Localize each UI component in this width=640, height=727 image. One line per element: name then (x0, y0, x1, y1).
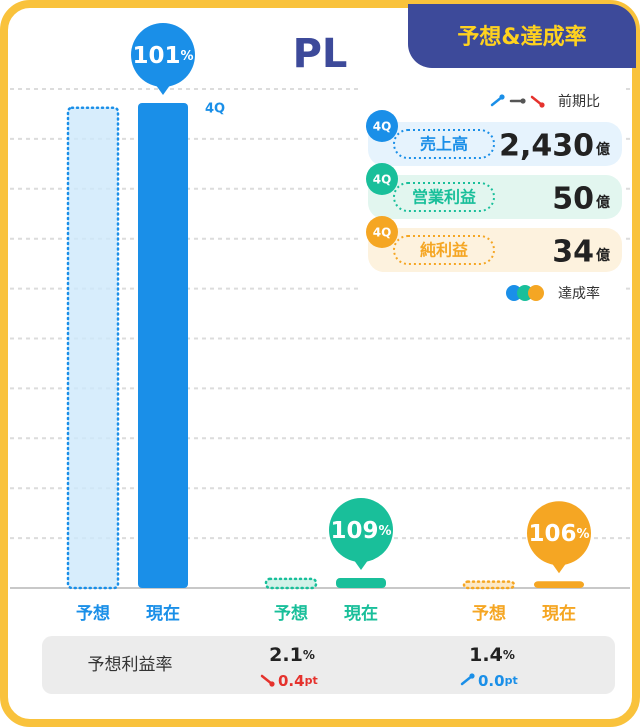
achievement-legend: 達成率 (558, 285, 600, 302)
achievement-label: 101% (132, 42, 193, 68)
achievement-unit: % (378, 524, 391, 539)
metric-value: 2,430 (499, 129, 594, 164)
arrow-head (499, 94, 505, 100)
period-label: 4Q (205, 102, 225, 117)
achievement-bubble (329, 498, 393, 563)
change-value: 0.4 (278, 672, 305, 690)
x-tick-label: 現在 (344, 603, 378, 624)
margin-unit: % (303, 648, 315, 662)
x-tick-label: 予想 (76, 603, 110, 624)
period-badge (366, 110, 398, 142)
metric-unit: 億 (596, 141, 610, 158)
arrow-head (539, 102, 545, 108)
category-label: 純利益 (420, 241, 468, 260)
chart-title: PL (293, 31, 348, 77)
achievement-label: 106% (528, 521, 589, 547)
period-badge-label: 4Q (373, 173, 392, 187)
change-legend: 前期比 (558, 93, 600, 110)
period-badge-label: 4Q (373, 120, 392, 134)
category-label: 営業利益 (412, 188, 476, 207)
achievement-value: 106 (528, 521, 576, 547)
x-tick-label: 予想 (472, 603, 506, 624)
change-label: 0.4pt (278, 672, 318, 690)
x-tick-label: 現在 (542, 603, 576, 624)
forecast-bar (264, 577, 318, 590)
x-tick-label: 予想 (274, 603, 308, 624)
change-label: 0.0pt (478, 672, 518, 690)
legend-dot (506, 285, 522, 301)
arrow-head (469, 673, 475, 679)
arrow-head (269, 681, 275, 687)
achievement-label: 109% (330, 518, 391, 544)
row-label-pill (393, 235, 495, 265)
legend-dot (517, 285, 533, 301)
badge: 予想&達成率 (457, 24, 586, 50)
metric-value: 34 (552, 235, 594, 270)
row-label-pill (393, 182, 495, 212)
row-label-pill (393, 129, 495, 159)
change-arrow (260, 674, 275, 687)
achievement-value: 109 (330, 518, 378, 544)
badge-bg (408, 4, 636, 68)
margin-label: 2.1% (269, 644, 315, 666)
period-badge (366, 163, 398, 195)
footer-label: 予想利益率 (88, 655, 173, 675)
change-arrow (460, 673, 475, 686)
change-unit: pt (305, 674, 318, 687)
current-bar (138, 102, 188, 589)
metric-value: 50 (552, 182, 594, 217)
change-value: 0.0 (478, 672, 505, 690)
margin-value: 2.1 (269, 644, 303, 666)
forecast-bar (462, 580, 516, 590)
margin-label: 1.4% (469, 644, 515, 666)
margin-value: 1.4 (469, 644, 503, 666)
arrow-head (520, 98, 526, 104)
period-badge-label: 4Q (373, 226, 392, 240)
current-bar (336, 578, 386, 588)
change-legend-icons (490, 94, 545, 108)
period-badge (366, 216, 398, 248)
metric-unit: 億 (596, 194, 610, 211)
metric-unit: 億 (596, 247, 610, 264)
legend-dot (528, 285, 544, 301)
current-bar (534, 581, 584, 588)
change-unit: pt (505, 674, 518, 687)
x-tick-label: 現在 (146, 603, 180, 624)
margin-unit: % (503, 648, 515, 662)
footer-bg (42, 636, 615, 694)
achievement-unit: % (180, 48, 193, 63)
achievement-value: 101 (132, 42, 180, 68)
forecast-bar (66, 106, 120, 590)
category-label: 売上高 (420, 135, 468, 154)
achievement-bubble (527, 501, 591, 566)
achievement-unit: % (576, 527, 589, 542)
achievement-bubble (131, 22, 195, 87)
